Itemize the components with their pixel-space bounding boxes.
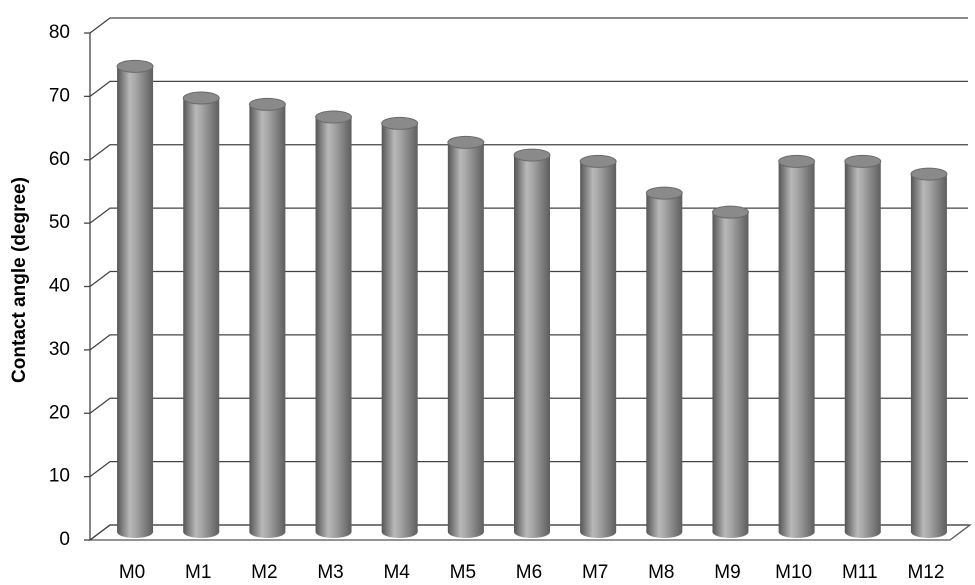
bar-top	[778, 154, 816, 168]
bar-top	[182, 91, 220, 105]
y-axis-title: Contact angle (degree)	[9, 177, 30, 383]
x-tick-label: M5	[450, 562, 476, 583]
bar-top	[513, 148, 551, 162]
x-tick-label: M11	[842, 562, 878, 583]
bar	[778, 161, 815, 532]
x-tick-label: M7	[582, 562, 608, 583]
x-tick-label: M12	[907, 562, 944, 583]
bar	[183, 98, 220, 532]
bar-top	[116, 59, 154, 73]
bar-top	[447, 135, 485, 149]
y-tick-label: 20	[49, 402, 70, 423]
bar	[646, 193, 683, 532]
bar-top	[910, 167, 948, 181]
bar	[514, 155, 550, 532]
x-tick-label: M2	[251, 562, 277, 583]
bar	[580, 161, 617, 532]
bar	[117, 66, 154, 532]
y-tick-label: 50	[49, 212, 70, 233]
bar-top	[844, 154, 882, 168]
bar	[447, 142, 484, 532]
x-tick-label: M3	[317, 562, 343, 583]
bars-group	[116, 59, 948, 538]
x-tick-label: M10	[775, 562, 812, 583]
y-tick-label: 40	[49, 276, 70, 297]
y-tick-label: 70	[49, 85, 70, 106]
y-tick-label: 60	[49, 149, 70, 170]
x-tick-label: M9	[714, 562, 740, 583]
bar-top	[711, 205, 749, 219]
bar	[315, 117, 352, 533]
bar	[844, 161, 881, 532]
x-tick-label: M0	[119, 562, 145, 583]
bar	[910, 174, 947, 532]
x-tick-label: M1	[185, 562, 211, 583]
bar	[712, 212, 749, 533]
grid-line	[89, 80, 968, 97]
bar-top	[248, 97, 286, 111]
y-tick-label: 30	[49, 339, 70, 360]
y-tick-label: 0	[59, 529, 70, 550]
y-tick-label: 80	[49, 22, 70, 43]
bar-top	[645, 186, 683, 200]
x-tick-label: M8	[648, 562, 674, 583]
grid-line	[89, 17, 968, 34]
bar	[381, 123, 418, 532]
bar-top	[381, 116, 419, 130]
bar-top	[315, 110, 353, 124]
bar-top	[579, 154, 617, 168]
x-tick-label: M6	[516, 562, 542, 583]
y-tick-label: 10	[49, 466, 70, 487]
grid-line	[89, 144, 968, 161]
x-tick-label: M4	[383, 562, 410, 583]
bar	[249, 104, 286, 532]
